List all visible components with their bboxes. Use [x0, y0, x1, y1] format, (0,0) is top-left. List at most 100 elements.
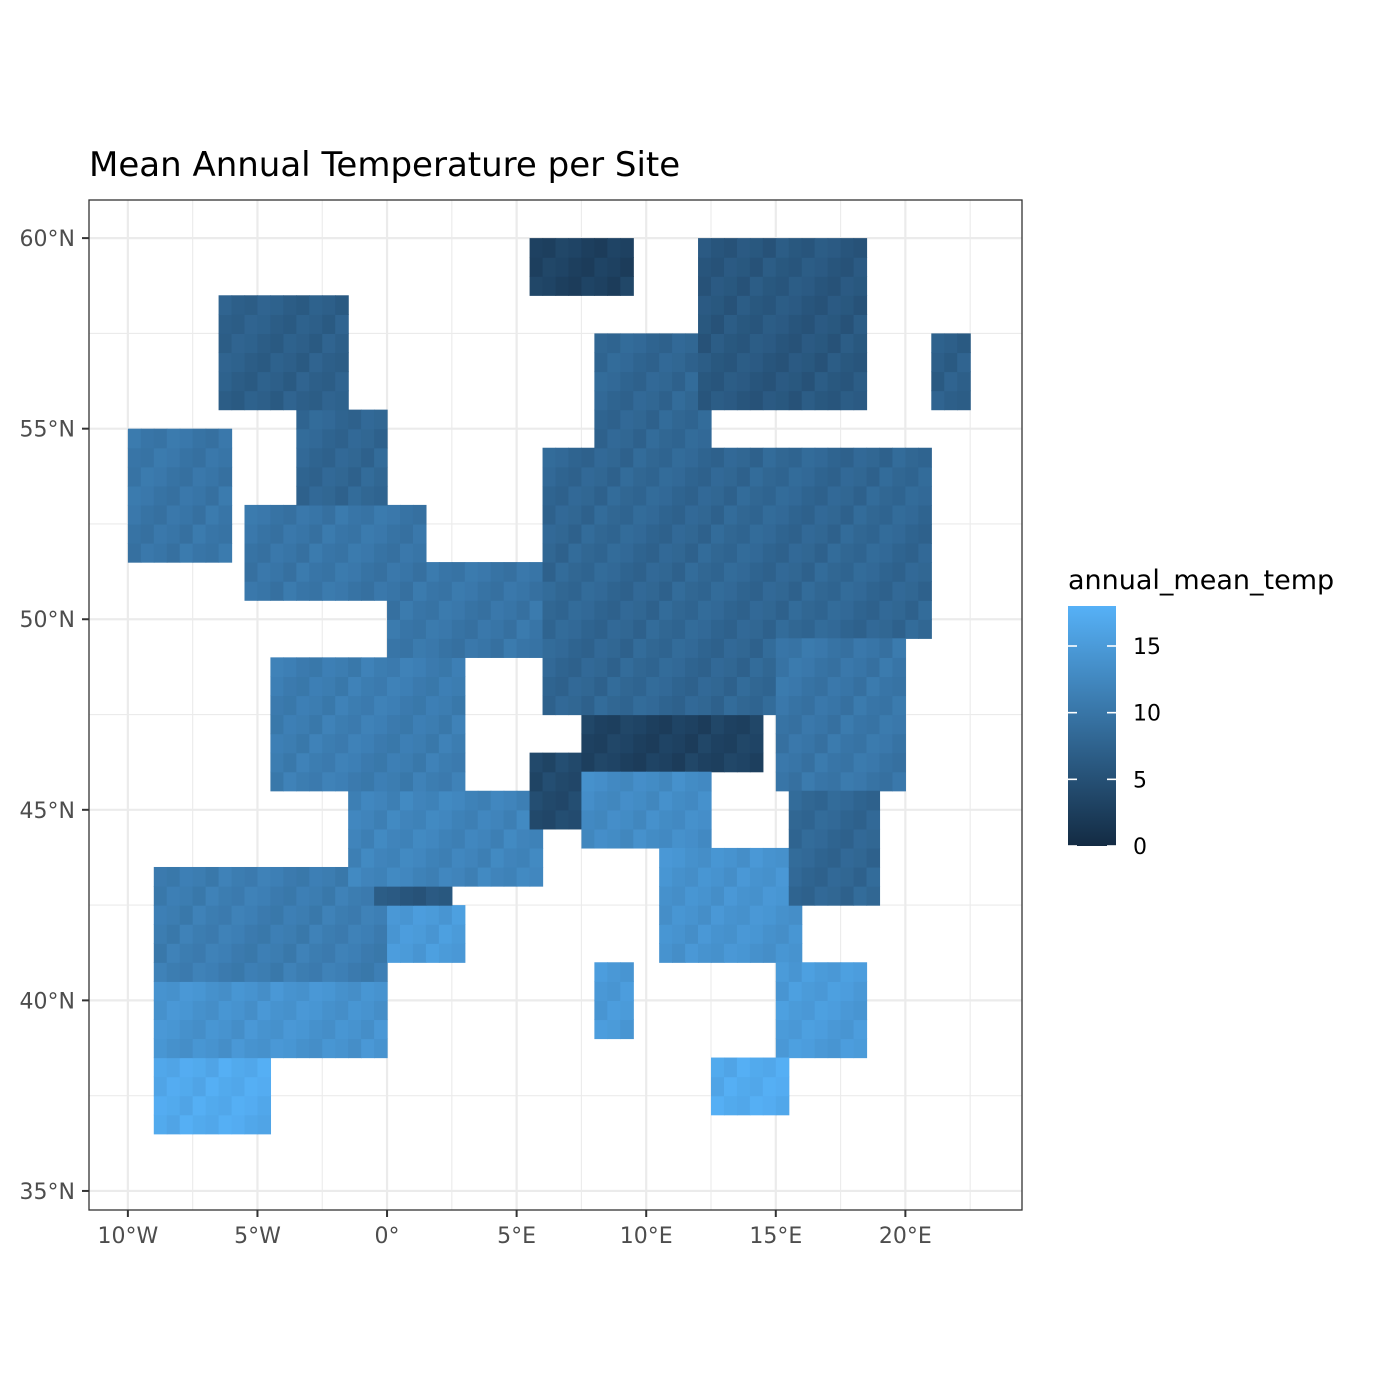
map-cell: [412, 733, 427, 754]
map-cell: [594, 504, 608, 525]
map-cell: [374, 695, 388, 716]
map-cell: [723, 847, 738, 868]
map-cell: [711, 600, 725, 620]
map-cell: [827, 847, 842, 868]
map-cell: [736, 847, 751, 868]
map-cell: [568, 600, 583, 620]
map-cell: [296, 409, 310, 430]
map-cell: [646, 333, 660, 354]
map-cell: [749, 733, 764, 754]
map-cell: [711, 295, 725, 315]
map-cell: [374, 657, 388, 678]
legend-title: annual_mean_temp: [1068, 565, 1334, 596]
map-cell: [775, 638, 790, 658]
map-cell: [749, 1057, 764, 1078]
map-cell: [400, 619, 414, 639]
map-cell: [322, 924, 336, 944]
map-cell: [866, 771, 881, 792]
map-cell: [218, 1095, 233, 1116]
map-cell: [788, 276, 803, 296]
map-cell: [723, 905, 738, 925]
map-cell: [698, 352, 712, 373]
map-cell: [840, 504, 855, 525]
map-cell: [711, 1057, 725, 1078]
plot-panel: [88, 199, 1023, 1211]
map-cell: [218, 428, 233, 449]
map-cell: [555, 676, 570, 697]
map-cell: [672, 562, 686, 582]
map-cell: [646, 581, 660, 601]
map-cell: [775, 866, 790, 887]
map-cell: [775, 466, 790, 487]
map-cell: [205, 466, 220, 487]
map-cell: [788, 886, 803, 906]
region: [931, 333, 971, 411]
map-cell: [451, 695, 466, 716]
map-cell: [192, 866, 207, 887]
map-cell: [205, 1057, 220, 1078]
map-cell: [166, 504, 181, 525]
map-cell: [153, 1038, 168, 1059]
map-cell: [477, 581, 492, 601]
map-cell: [698, 257, 712, 277]
map-cell: [296, 1038, 310, 1059]
map-cell: [775, 752, 790, 773]
map-cell: [762, 886, 777, 906]
map-cell: [801, 371, 816, 392]
map-cell: [762, 295, 777, 315]
map-cell: [736, 314, 751, 334]
map-cell: [179, 466, 194, 487]
map-cell: [490, 600, 505, 620]
map-cell: [672, 924, 686, 944]
map-cell: [335, 523, 349, 544]
map-cell: [827, 314, 842, 334]
map-cell: [400, 771, 414, 792]
map-cell: [322, 714, 336, 735]
map-cell: [594, 962, 608, 982]
map-cell: [892, 562, 906, 582]
map-cell: [568, 771, 583, 792]
map-cell: [205, 924, 220, 944]
map-cell: [775, 523, 790, 544]
map-cell: [270, 962, 284, 982]
map-cell: [633, 752, 647, 773]
map-cell: [322, 523, 336, 544]
map-cell: [633, 409, 647, 430]
map-cell: [762, 333, 777, 354]
map-cell: [581, 485, 595, 506]
region: [153, 866, 388, 982]
map-cell: [477, 638, 492, 658]
map-cell: [192, 1076, 207, 1097]
map-cell: [918, 581, 932, 601]
map-cell: [788, 981, 803, 1001]
map-cell: [827, 390, 842, 411]
map-cell: [451, 638, 466, 658]
region: [698, 238, 868, 411]
map-cell: [607, 1019, 621, 1040]
map-cell: [685, 638, 699, 658]
map-cell: [529, 638, 544, 658]
map-cell: [685, 371, 699, 392]
map-cell: [451, 581, 466, 601]
map-cell: [723, 866, 738, 887]
map-cell: [633, 390, 647, 411]
map-cell: [762, 390, 777, 411]
map-cell: [568, 447, 583, 468]
map-cell: [762, 1076, 777, 1097]
map-cell: [218, 352, 233, 373]
map-cell: [801, 695, 816, 716]
map-cell: [672, 676, 686, 697]
map-cell: [723, 886, 738, 906]
map-cell: [296, 866, 310, 887]
map-cell: [296, 581, 310, 601]
map-cell: [451, 924, 466, 944]
map-cell: [568, 676, 583, 697]
map-cell: [594, 1000, 608, 1021]
map-cell: [762, 619, 777, 639]
map-cell: [801, 809, 816, 830]
map-cell: [477, 828, 492, 849]
map-cell: [218, 866, 233, 887]
map-cell: [594, 447, 608, 468]
map-cell: [607, 238, 621, 258]
map-cell: [400, 847, 414, 868]
